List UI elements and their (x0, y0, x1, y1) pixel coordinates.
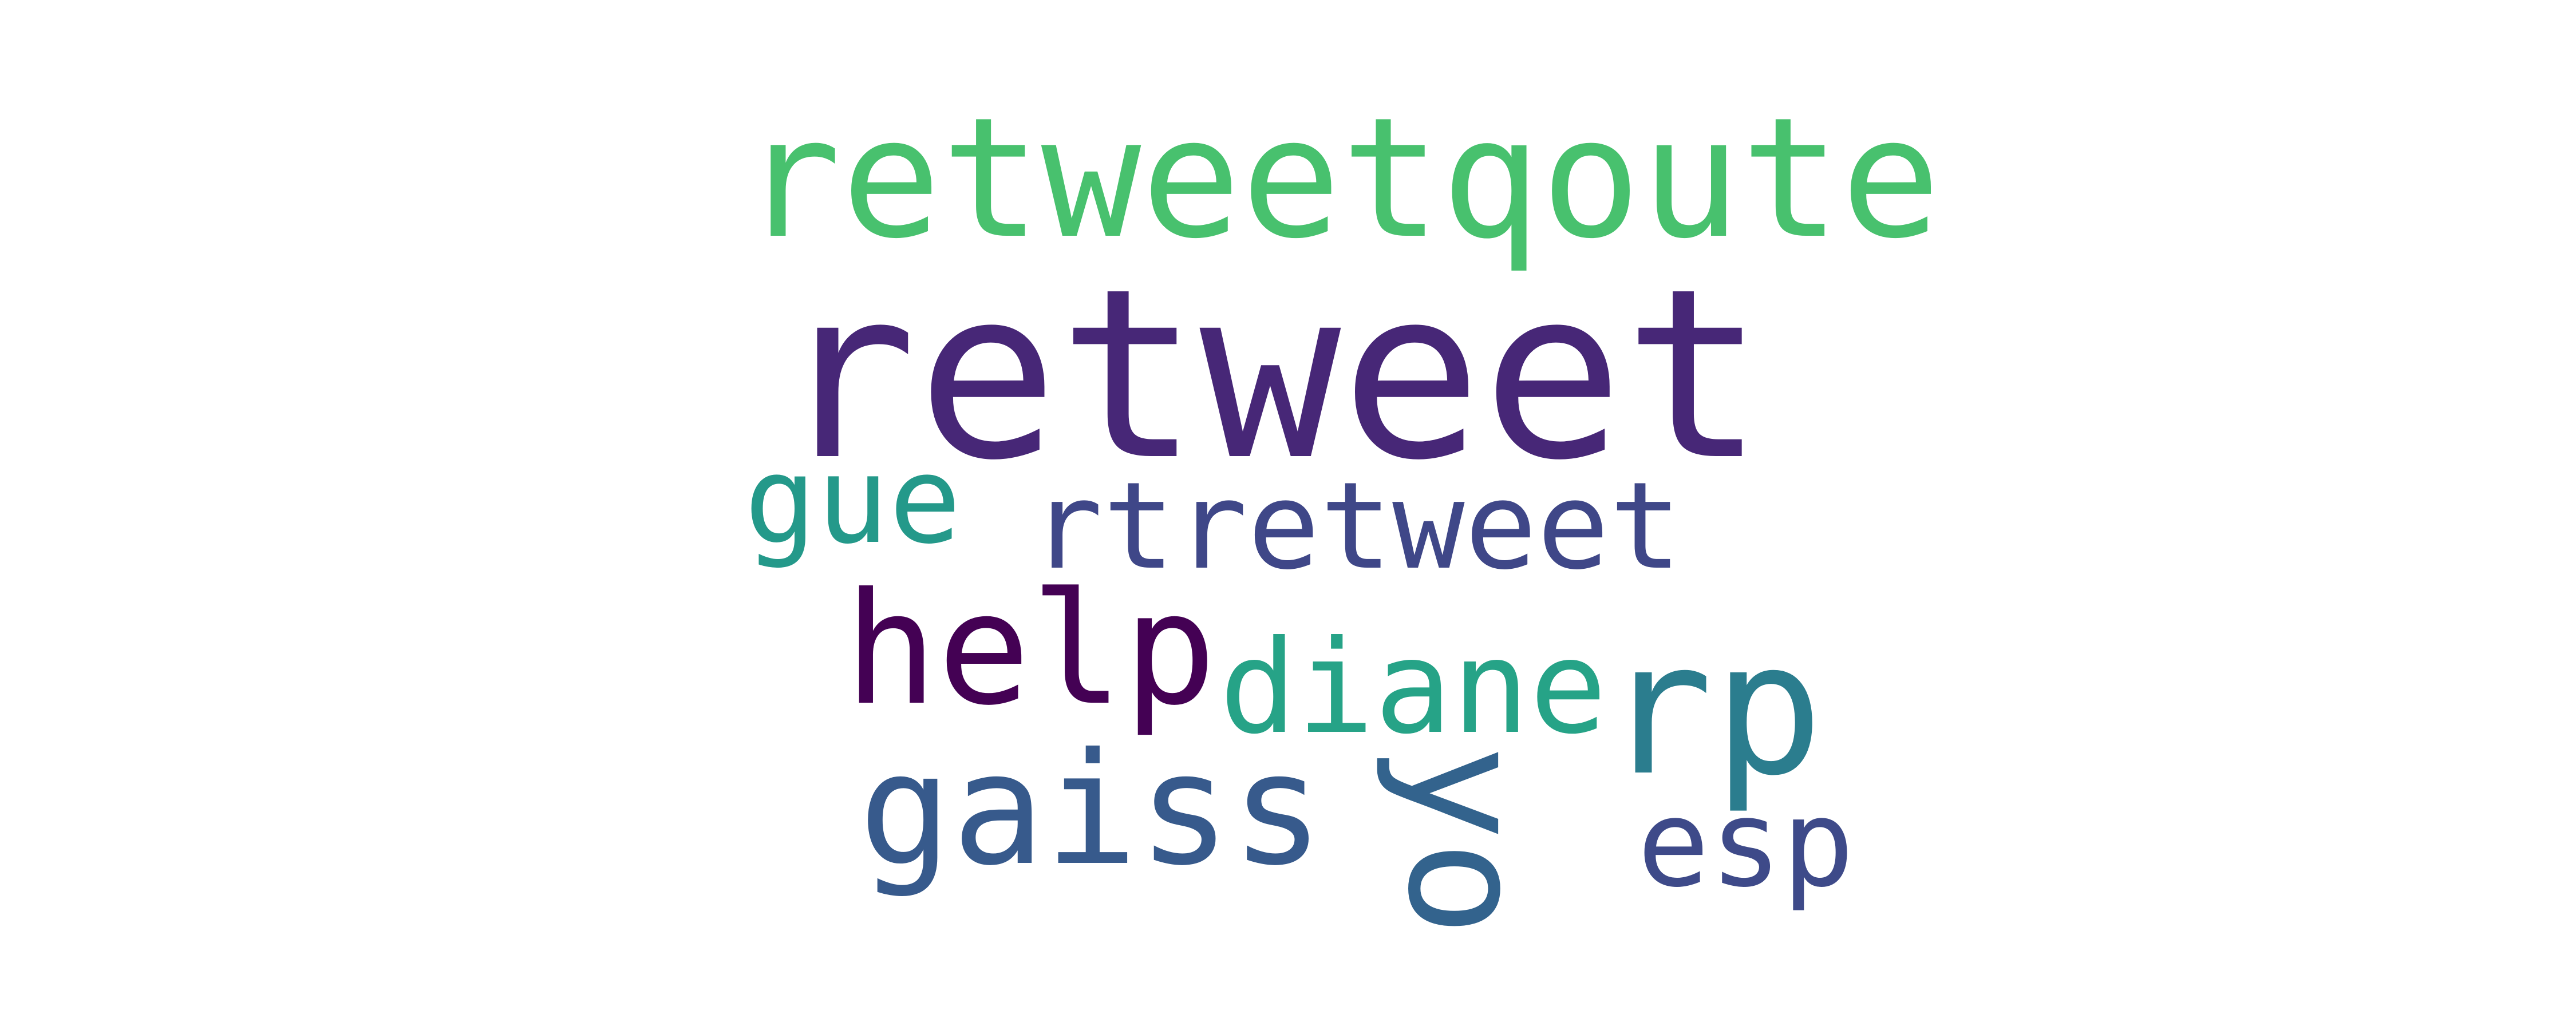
word-yo: yo (1372, 744, 1559, 937)
word-retweetqoute: retweetqoute (741, 82, 1941, 275)
word-help: help (844, 559, 1217, 739)
word-diane: diane (1219, 613, 1607, 763)
word-retweet: retweet (776, 238, 1765, 512)
word-rtretweet: rtretweet (1030, 456, 1682, 596)
word-gue: gue (744, 430, 962, 571)
word-esp: esp (1637, 774, 1855, 914)
word-rp: rp (1603, 603, 1824, 816)
word-gaiss: gaiss (859, 719, 1324, 900)
